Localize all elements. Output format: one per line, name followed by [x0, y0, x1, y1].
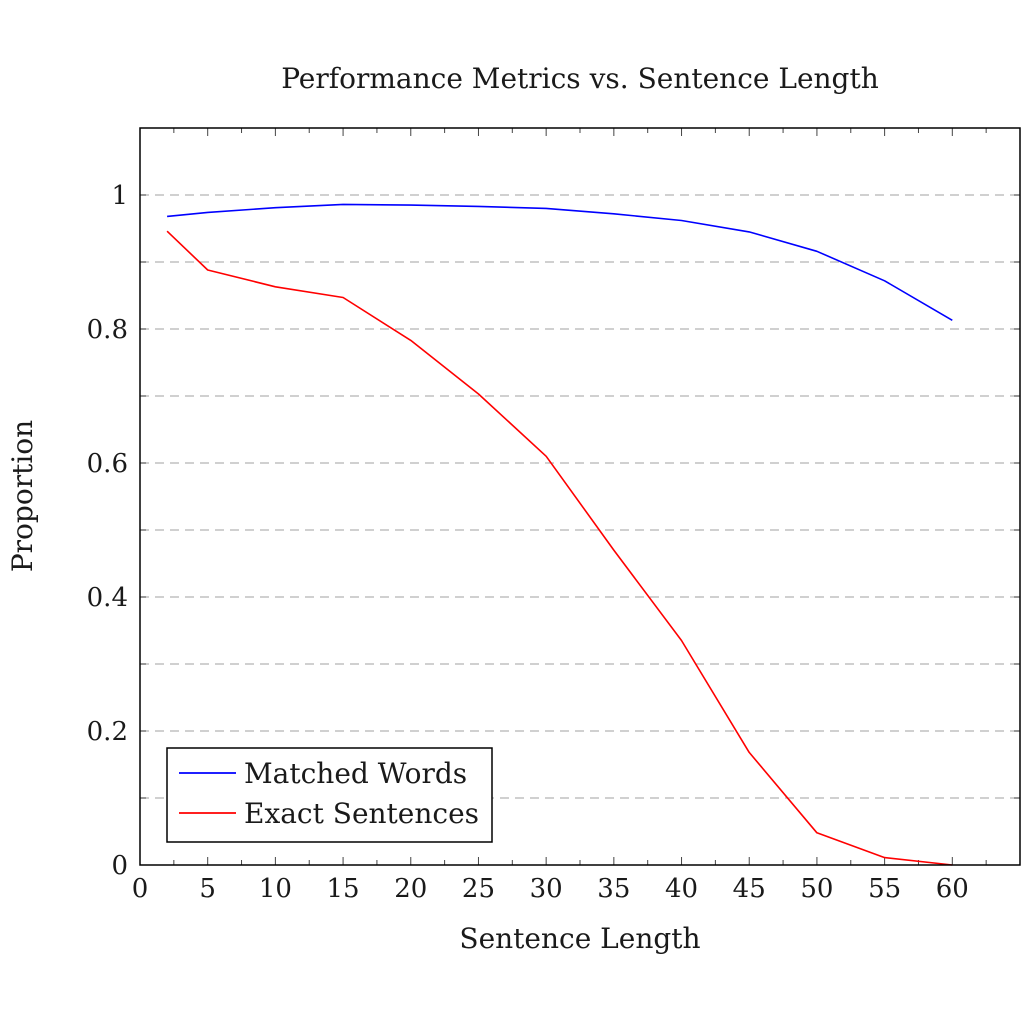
- legend: Matched Words Exact Sentences: [166, 747, 493, 843]
- x-tick-label: 20: [394, 874, 427, 904]
- x-tick-label: 55: [868, 874, 901, 904]
- y-tick-label: 0.6: [87, 449, 128, 479]
- y-axis-label: Proportion: [6, 420, 39, 572]
- x-tick-label: 45: [733, 874, 766, 904]
- y-tick-label: 1: [111, 181, 128, 211]
- legend-label: Matched Words: [244, 757, 467, 790]
- x-tick-label: 0: [132, 874, 149, 904]
- series-line-matched-words: [167, 203, 953, 321]
- y-tick-label: 0.8: [87, 315, 128, 345]
- y-tick-label: 0.4: [87, 583, 128, 613]
- gridlines: [140, 194, 1020, 799]
- x-tick-label: 50: [800, 874, 833, 904]
- x-tick-label: 30: [530, 874, 563, 904]
- x-tick-label: 10: [259, 874, 292, 904]
- series-line-exact-sentences: [166, 230, 953, 866]
- x-axis-label: Sentence Length: [459, 922, 700, 955]
- x-tick-label: 60: [936, 874, 969, 904]
- x-tick-label: 40: [665, 874, 698, 904]
- y-tick-label: 0.2: [87, 717, 128, 747]
- legend-entries: Matched Words Exact Sentences: [179, 757, 479, 830]
- x-tick-label: 15: [327, 874, 360, 904]
- plot-frame: [139, 127, 1021, 866]
- x-tick-labels: 0 5 10 15 20 25 30 35 40 45 50 55 60: [132, 874, 969, 904]
- chart-title: Performance Metrics vs. Sentence Length: [281, 62, 879, 95]
- x-tick-label: 25: [462, 874, 495, 904]
- x-tick-label: 35: [597, 874, 630, 904]
- x-tick-label: 5: [199, 874, 216, 904]
- legend-label: Exact Sentences: [244, 797, 479, 830]
- series-lines: [166, 203, 953, 866]
- y-tick-labels: 0 0.2 0.4 0.6 0.8 1: [87, 181, 128, 881]
- y-tick-label: 0: [111, 851, 128, 881]
- legend-box: [166, 747, 493, 843]
